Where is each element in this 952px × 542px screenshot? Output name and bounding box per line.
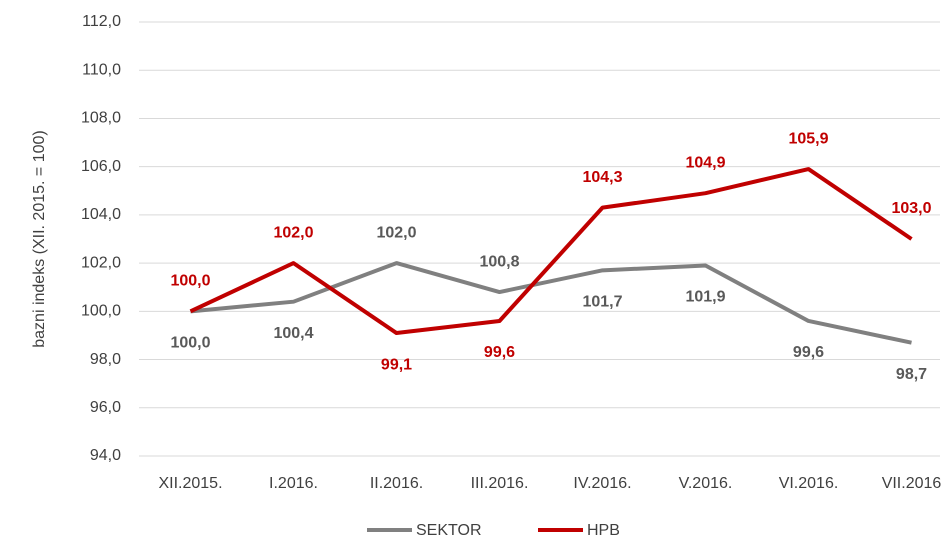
legend-label: SEKTOR: [416, 522, 482, 539]
series-line: [189, 167, 913, 336]
y-tick-label: 106,0: [81, 158, 121, 175]
data-label: 98,7: [896, 366, 927, 383]
y-tick-label: 108,0: [81, 110, 121, 127]
x-tick-label: II.2016.: [370, 475, 423, 492]
x-tick-label: XII.2015.: [158, 475, 222, 492]
y-tick-label: 96,0: [90, 399, 121, 416]
series-line: [190, 261, 912, 345]
data-label: 100,4: [273, 325, 313, 342]
data-label: 102,0: [376, 224, 416, 241]
y-tick-label: 94,0: [90, 447, 121, 464]
data-label: 100,0: [170, 335, 210, 352]
y-axis-label: bazni indeks (XII. 2015. = 100): [31, 130, 48, 347]
y-tick-label: 98,0: [90, 351, 121, 368]
data-label: 104,3: [582, 169, 622, 186]
x-tick-label: VI.2016.: [779, 475, 839, 492]
data-label: 103,0: [891, 200, 931, 217]
data-label: 100,0: [170, 273, 210, 290]
data-label: 104,9: [685, 154, 725, 171]
data-label: 99,1: [381, 356, 412, 373]
x-tick-label: V.2016.: [679, 475, 733, 492]
x-tick-label: III.2016.: [471, 475, 529, 492]
data-label: 99,6: [793, 344, 824, 361]
data-label: 101,7: [582, 294, 622, 311]
y-tick-label: 104,0: [81, 206, 121, 223]
data-label: 100,8: [479, 253, 519, 270]
y-tick-label: 110,0: [82, 61, 121, 78]
data-label: 99,6: [484, 344, 515, 361]
legend-label: HPB: [587, 522, 620, 539]
data-label: 101,9: [685, 289, 725, 306]
x-tick-label: I.2016.: [269, 475, 318, 492]
data-label: 102,0: [273, 224, 313, 241]
x-tick-label: IV.2016.: [573, 475, 631, 492]
y-tick-label: 100,0: [81, 303, 121, 320]
x-tick-label: VII.2016: [882, 475, 942, 492]
y-tick-label: 112,0: [82, 13, 121, 30]
y-tick-label: 102,0: [81, 254, 121, 271]
data-label: 105,9: [788, 130, 828, 147]
